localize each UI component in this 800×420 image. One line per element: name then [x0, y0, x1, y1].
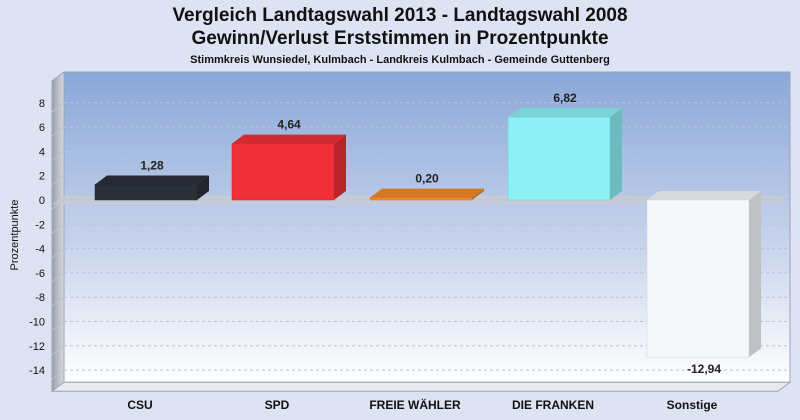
y-tick-label: -4	[35, 244, 45, 256]
y-tick-label: 6	[39, 122, 45, 134]
y-axis-title: Prozentpunkte	[9, 200, 21, 271]
bar-top	[95, 175, 209, 185]
bar-top	[647, 191, 761, 200]
y-tick-label: -10	[29, 317, 45, 329]
bar-front	[646, 199, 750, 358]
bar-front	[94, 184, 198, 201]
bar-top	[232, 134, 346, 144]
y-tick-label: -12	[29, 341, 45, 353]
bar-freie-wähler	[369, 188, 484, 201]
grid-line-side	[51, 150, 65, 161]
bar-top	[370, 188, 484, 198]
y-axis-ticks: 8 6 4 2 0 -2 -4 -6 -8 -10 -12 -14	[29, 98, 45, 377]
y-axis-label: Prozentpunkte	[9, 200, 21, 271]
y-tick-label: -6	[35, 268, 45, 280]
bar-csu	[94, 175, 209, 201]
grid-line-side	[51, 223, 65, 234]
bar-side	[197, 175, 209, 200]
grid-line-side	[51, 199, 65, 210]
grid-line-side	[51, 126, 65, 137]
y-tick-label: 4	[39, 146, 45, 158]
bar-side	[472, 188, 484, 200]
bar-side	[334, 134, 346, 200]
grid-line-side	[51, 175, 65, 186]
grid-line-side	[51, 369, 65, 380]
grid-line-side	[51, 321, 65, 331]
grid-line-side	[51, 272, 65, 283]
x-category-label: FREIE WÄHLER	[369, 397, 461, 412]
grid-line-side	[51, 345, 65, 356]
chart-title-line-1: Vergleich Landtagswahl 2013 - Landtagswa…	[172, 5, 628, 26]
bar-side	[610, 108, 622, 200]
grid-line-side	[51, 248, 65, 259]
x-category-label: DIE FRANKEN	[512, 398, 594, 412]
data-label: 0,20	[415, 172, 439, 186]
data-label: -12,94	[687, 362, 721, 376]
bar-sonstige	[646, 191, 761, 358]
bar-spd	[231, 134, 346, 201]
y-tick-label: -2	[35, 219, 45, 231]
y-tick-label: -8	[35, 292, 45, 304]
x-category-label: SPD	[265, 398, 290, 412]
data-label: 1,28	[140, 158, 164, 172]
bar-top	[508, 108, 622, 118]
data-label: 6,82	[553, 91, 577, 105]
y-tick-label: 0	[39, 195, 45, 207]
y-tick-label: -14	[29, 365, 45, 377]
x-axis-labels: CSU SPD FREIE WÄHLER DIE FRANKEN Sonstige	[127, 397, 717, 412]
plot-floor	[50, 381, 792, 392]
bar-front	[369, 197, 473, 201]
data-labels: 1,28 4,64 0,20 6,82 -12,94	[140, 91, 721, 376]
bar-side	[749, 191, 761, 358]
x-category-label: Sonstige	[667, 398, 718, 412]
grid-line-side	[51, 102, 65, 113]
data-label: 4,64	[277, 118, 301, 132]
y-tick-label: 2	[39, 171, 45, 183]
chart-title-line-2: Gewinn/Verlust Erststimmen in Prozentpun…	[191, 28, 609, 49]
x-category-label: CSU	[127, 398, 152, 412]
bar-front	[507, 116, 611, 201]
chart-subtitle: Stimmkreis Wunsiedel, Kulmbach - Landkre…	[190, 54, 610, 66]
bars	[94, 108, 761, 358]
y-tick-label: 8	[39, 98, 45, 110]
bar-die-franken	[507, 108, 622, 201]
grid-line-side	[51, 296, 65, 307]
bar-front	[231, 143, 335, 201]
